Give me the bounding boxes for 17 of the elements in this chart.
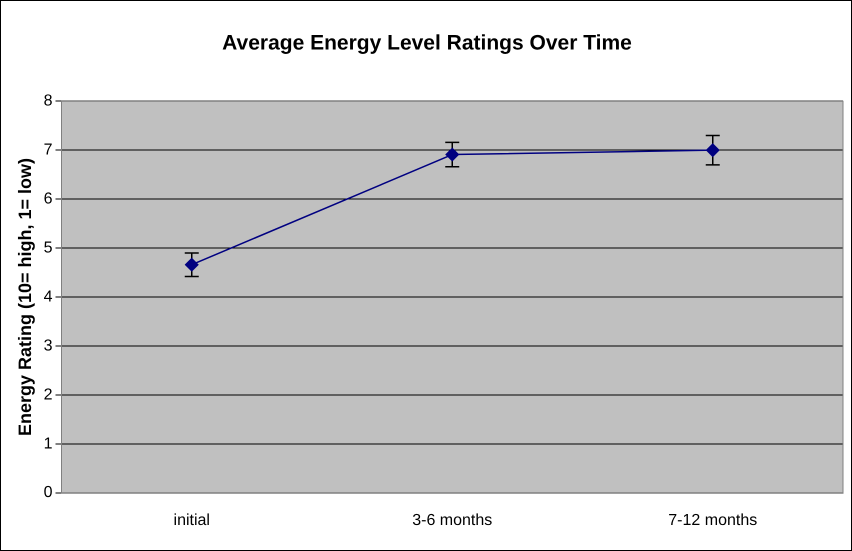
x-tick-label: initial (174, 512, 210, 529)
point (446, 148, 459, 162)
x-tick-label: 7-12 months (668, 512, 758, 529)
y-tick-label: 2 (44, 386, 53, 404)
point (185, 258, 198, 272)
y-tick-label: 4 (44, 288, 53, 306)
y-tick-label: 0 (44, 484, 53, 502)
y-axis-title: Energy Rating (10= high, 1= low) (14, 158, 35, 436)
y-tick-label: 1 (44, 435, 53, 452)
x-tick-label: 3-6 months (412, 512, 492, 529)
y-tick-label: 3 (44, 337, 53, 354)
y-tick-label: 5 (44, 239, 53, 256)
y-tick-label: 6 (44, 190, 53, 208)
point (706, 143, 720, 157)
y-tick-label: 8 (44, 92, 53, 110)
chart-title: Average Energy Level Ratings Over Time (222, 31, 632, 54)
y-tick-label: 7 (44, 142, 53, 159)
